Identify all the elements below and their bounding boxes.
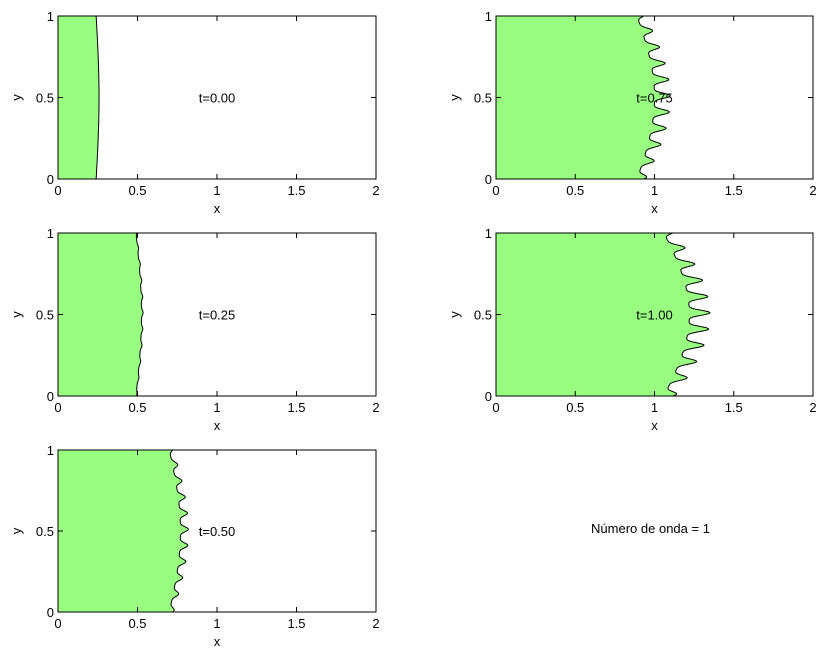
x-tick-label: 1.5 xyxy=(287,400,305,415)
x-tick-label: 0 xyxy=(492,183,499,198)
y-tick-label: 1 xyxy=(485,226,492,241)
x-tick-label: 2 xyxy=(809,400,816,415)
front-curve xyxy=(135,232,144,397)
time-annotation: t=0.00 xyxy=(199,91,236,106)
x-axis-label: x xyxy=(214,634,221,649)
x-tick-label: 0.5 xyxy=(566,400,584,415)
y-tick-label: 1 xyxy=(47,443,54,458)
fluid-region xyxy=(58,233,144,396)
x-tick-label: 1 xyxy=(651,400,658,415)
y-axis-label: y xyxy=(447,311,462,318)
y-tick-label: 0.5 xyxy=(36,91,54,106)
subplot-3: 0 0.5 1 1.5 2 0 0.5 1 x y t=0.50 xyxy=(9,443,380,649)
y-tick-label: 0 xyxy=(485,172,492,187)
y-tick-label: 0 xyxy=(47,172,54,187)
y-tick-label: 1 xyxy=(47,9,54,24)
fluid-region xyxy=(58,16,100,179)
y-tick-label: 0 xyxy=(485,389,492,404)
x-tick-label: 1 xyxy=(213,183,220,198)
x-tick-label: 0 xyxy=(492,400,499,415)
x-tick-label: 2 xyxy=(372,616,379,631)
subplot-4: 0 0.5 1 1.5 2 0 0.5 1 x y t=0.75 xyxy=(447,9,817,216)
x-tick-label: 0 xyxy=(54,183,61,198)
x-tick-label: 0.5 xyxy=(128,183,146,198)
x-tick-label: 1.5 xyxy=(725,183,743,198)
subplot-1: 0 0.5 1 1.5 2 0 0.5 1 x y t=0.00 xyxy=(9,9,380,216)
x-tick-label: 1 xyxy=(213,616,220,631)
subplot-5: 0 0.5 1 1.5 2 0 0.5 1 x y t=1.00 xyxy=(447,226,817,433)
y-axis-label: y xyxy=(447,94,462,101)
front-curve xyxy=(638,15,671,180)
x-tick-label: 0.5 xyxy=(128,400,146,415)
x-axis-label: x xyxy=(651,201,658,216)
y-axis-label: y xyxy=(9,94,24,101)
x-axis-label: x xyxy=(651,418,658,433)
subplot-2: 0 0.5 1 1.5 2 0 0.5 1 x y t=0.25 xyxy=(9,226,380,433)
x-tick-label: 1 xyxy=(651,183,658,198)
x-tick-label: 0.5 xyxy=(128,616,146,631)
x-tick-label: 2 xyxy=(372,400,379,415)
x-tick-label: 1.5 xyxy=(287,183,305,198)
time-annotation: t=0.50 xyxy=(199,524,236,539)
y-axis-label: y xyxy=(9,311,24,318)
y-tick-label: 0.5 xyxy=(36,524,54,539)
x-tick-label: 1.5 xyxy=(287,616,305,631)
time-annotation: t=1.00 xyxy=(636,308,673,323)
y-tick-label: 0.5 xyxy=(474,308,492,323)
y-tick-label: 0 xyxy=(47,389,54,404)
y-tick-label: 1 xyxy=(47,226,54,241)
front-curve xyxy=(95,15,100,180)
x-tick-label: 0 xyxy=(54,400,61,415)
x-tick-label: 0 xyxy=(54,616,61,631)
time-annotation: t=0.25 xyxy=(199,308,236,323)
y-tick-label: 0 xyxy=(47,605,54,620)
wave-number-label: Número de onda = 1 xyxy=(591,521,710,536)
x-tick-label: 1 xyxy=(213,400,220,415)
front-curve xyxy=(665,232,711,397)
fluid-region xyxy=(496,233,710,396)
front-curve xyxy=(169,449,189,613)
x-tick-label: 1.5 xyxy=(725,400,743,415)
y-tick-label: 1 xyxy=(485,9,492,24)
x-axis-label: x xyxy=(214,418,221,433)
y-axis-label: y xyxy=(9,527,24,534)
y-tick-label: 0.5 xyxy=(474,91,492,106)
y-tick-label: 0.5 xyxy=(36,308,54,323)
x-tick-label: 0.5 xyxy=(566,183,584,198)
x-tick-label: 2 xyxy=(372,183,379,198)
fluid-region xyxy=(496,16,671,179)
x-axis-label: x xyxy=(214,201,221,216)
time-annotation: t=0.75 xyxy=(636,91,673,106)
x-tick-label: 2 xyxy=(809,183,816,198)
fluid-region xyxy=(58,450,189,612)
